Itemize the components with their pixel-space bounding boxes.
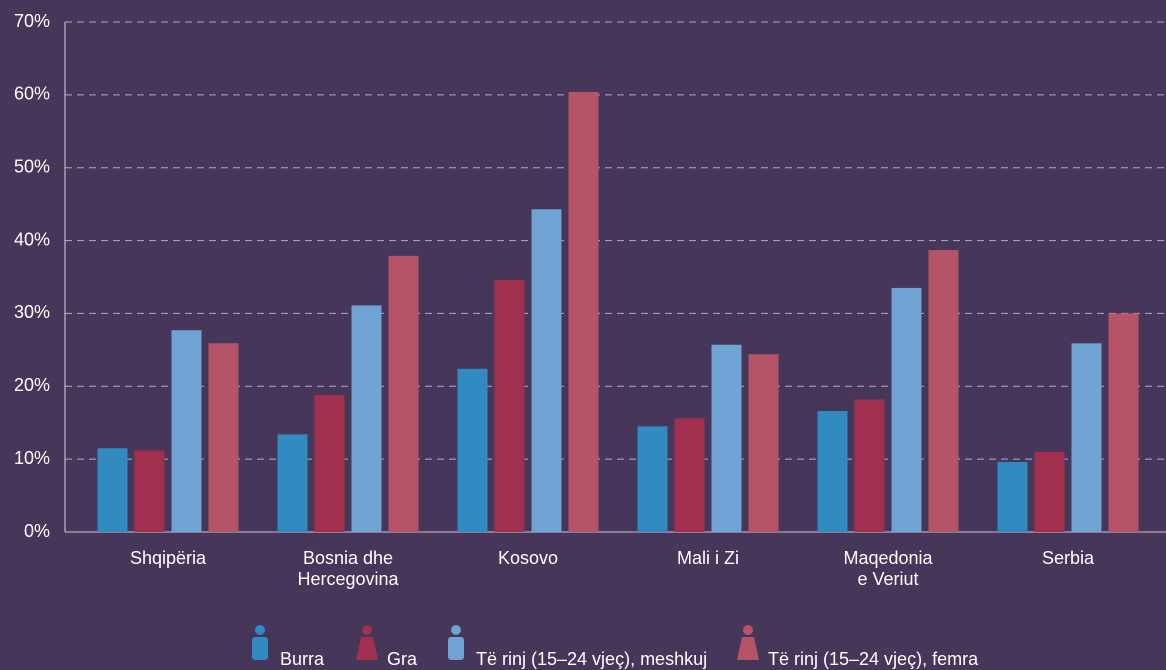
bar xyxy=(1071,343,1102,532)
bar xyxy=(388,255,419,532)
legend-icon-head xyxy=(743,625,753,635)
bar xyxy=(277,434,308,532)
y-tick-label: 60% xyxy=(14,84,50,104)
legend-icon-body xyxy=(737,637,759,660)
x-tick-label: Kosovo xyxy=(497,548,559,568)
legend-icon-body xyxy=(252,637,268,660)
bar xyxy=(351,305,382,532)
legend-icon-body xyxy=(356,637,378,660)
bar xyxy=(568,91,599,532)
bar xyxy=(531,209,562,532)
y-tick-label: 20% xyxy=(14,375,50,395)
y-tick-label: 40% xyxy=(14,229,50,249)
y-tick-label: 70% xyxy=(14,11,50,31)
legend-label: Të rinj (15–24 vjeç), femra xyxy=(768,649,979,669)
bar xyxy=(891,287,922,532)
bar xyxy=(314,395,345,532)
legend-label: Të rinj (15–24 vjeç), meshkuj xyxy=(476,649,707,669)
bar xyxy=(637,426,668,532)
x-tick-label: Maqedonia e Veriut xyxy=(843,548,933,589)
bar xyxy=(208,343,239,532)
bar xyxy=(711,344,742,532)
legend-label: Gra xyxy=(387,649,418,669)
bar xyxy=(97,448,128,532)
bar xyxy=(494,279,525,532)
bar xyxy=(171,330,202,532)
y-tick-label: 10% xyxy=(14,448,50,468)
legend-item: Të rinj (15–24 vjeç), femra xyxy=(737,625,979,669)
x-tick-label: Bosnia dhe Hercegovina xyxy=(297,548,399,589)
bar xyxy=(674,418,705,532)
bar xyxy=(997,462,1028,532)
bar xyxy=(854,399,885,532)
x-tick-label: Serbia xyxy=(1041,548,1095,568)
y-tick-label: 0% xyxy=(24,521,50,541)
legend-item: Gra xyxy=(356,625,418,669)
legend-label: Burra xyxy=(280,649,325,669)
y-tick-label: 30% xyxy=(14,302,50,322)
legend-icon-head xyxy=(451,625,461,635)
bar xyxy=(1108,313,1139,532)
legend-icon-body xyxy=(448,637,464,660)
x-tick-label: Shqipëria xyxy=(129,548,207,568)
y-tick-label: 50% xyxy=(14,156,50,176)
bar xyxy=(817,411,848,532)
legend-icon-head xyxy=(362,625,372,635)
bar xyxy=(1034,451,1065,532)
legend-item: Burra xyxy=(252,625,325,669)
bar xyxy=(748,354,779,532)
bar xyxy=(928,250,959,533)
x-tick-label: Mali i Zi xyxy=(677,548,739,568)
legend-icon-head xyxy=(255,625,265,635)
bar xyxy=(457,368,488,532)
bar xyxy=(134,450,165,532)
legend-item: Të rinj (15–24 vjeç), meshkuj xyxy=(448,625,707,669)
